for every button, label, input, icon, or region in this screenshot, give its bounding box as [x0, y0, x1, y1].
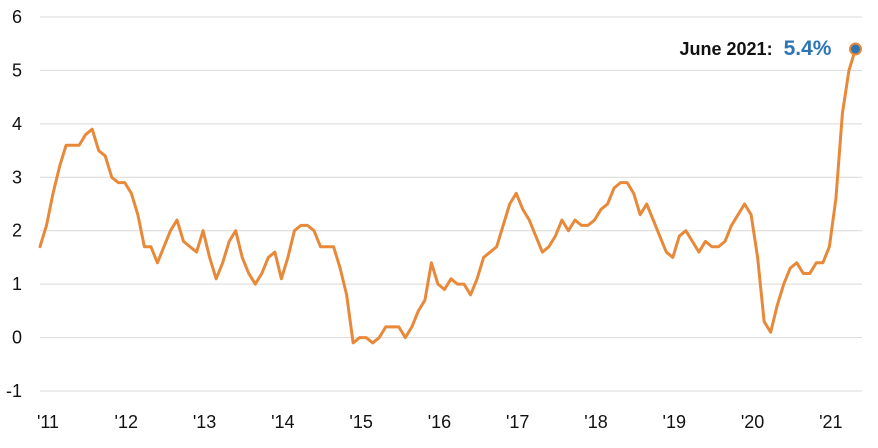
x-axis-labels: '11 '12 '13 '14 '15 '16 '17 '18 '19 '20 '21	[37, 412, 843, 432]
series-line	[38, 47, 857, 345]
x-tick-label: '13	[193, 412, 216, 432]
latest-value-annotation: June 2021: 5.4%	[680, 37, 862, 60]
x-tick-label: '12	[115, 412, 138, 432]
x-tick-label: '11	[37, 412, 59, 432]
annotation-label: June 2021:	[680, 39, 773, 59]
annotation-value: 5.4%	[784, 37, 832, 60]
x-tick-label: '14	[271, 412, 294, 432]
y-tick-label: 3	[12, 167, 22, 187]
x-tick-label: '20	[741, 412, 764, 432]
y-axis-labels: -1 0 1 2 3 4 5 6	[6, 7, 22, 401]
y-tick-label: 2	[12, 221, 22, 241]
latest-value-marker	[848, 42, 862, 56]
y-tick-label: 6	[12, 7, 22, 27]
x-tick-label: '21	[819, 412, 842, 432]
gridlines	[40, 16, 862, 392]
x-tick-label: '19	[663, 412, 686, 432]
y-tick-label: 0	[12, 328, 22, 348]
x-tick-label: '15	[349, 412, 372, 432]
annotation-text: June 2021: 5.4%	[680, 37, 832, 60]
series-points	[39, 48, 856, 344]
x-tick-label: '17	[506, 412, 529, 432]
x-tick-label: '18	[584, 412, 607, 432]
y-tick-label: 1	[12, 274, 22, 294]
y-tick-label: 5	[12, 60, 22, 80]
x-tick-label: '16	[428, 412, 451, 432]
y-tick-label: -1	[6, 381, 22, 401]
y-tick-label: 4	[12, 114, 22, 134]
